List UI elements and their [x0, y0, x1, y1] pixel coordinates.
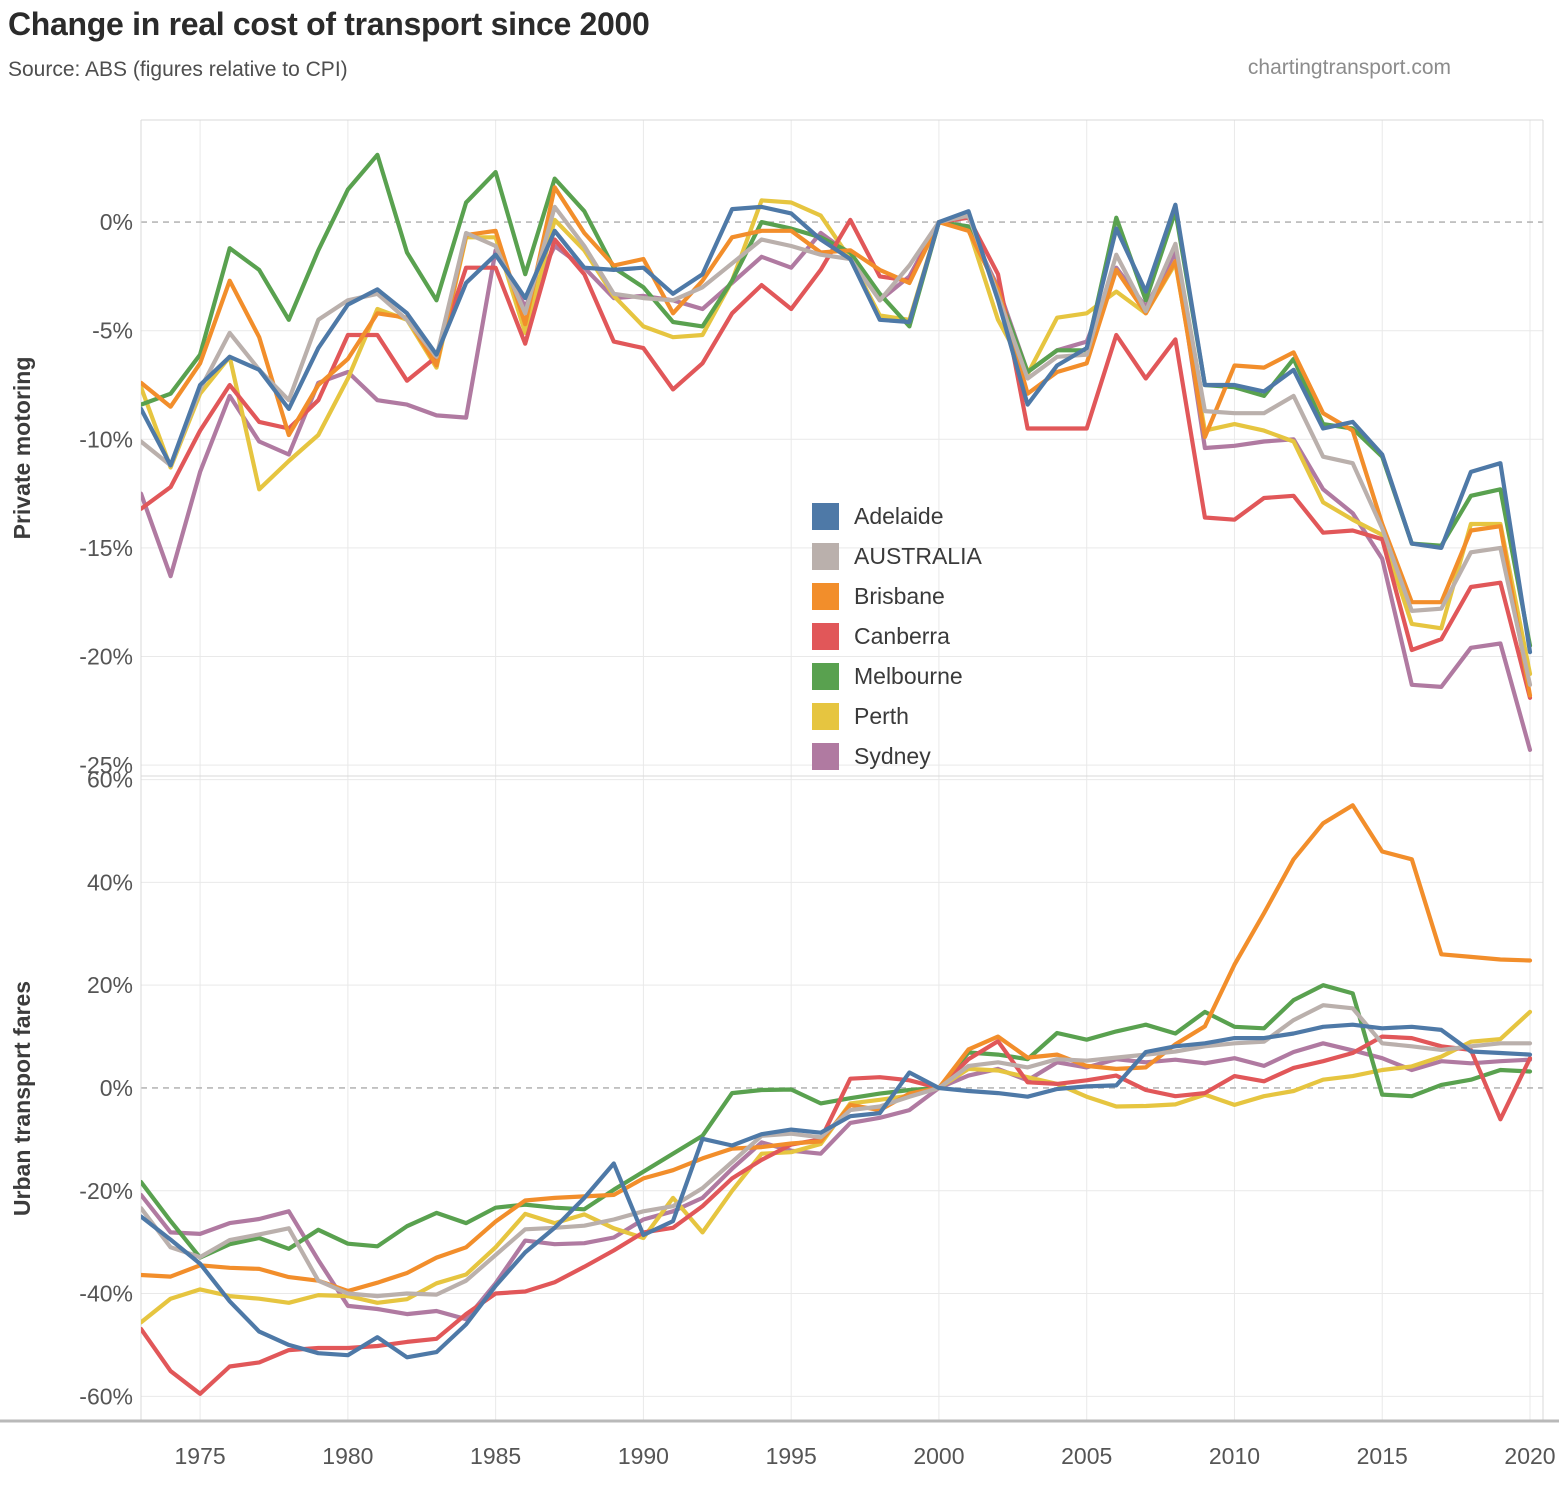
y-tick-label: -10% — [79, 426, 133, 452]
legend-swatch-perth — [812, 702, 839, 730]
y-tick-label: 60% — [87, 767, 133, 793]
y-tick-label: -20% — [79, 1178, 133, 1204]
panel-ylabel-urban-transport-fares: Urban transport fares — [9, 981, 35, 1216]
legend-swatch-melbourne — [812, 662, 839, 690]
series-line-adelaide-private-motoring[interactable] — [141, 202, 1533, 655]
legend-item-melbourne[interactable]: Melbourne — [812, 656, 982, 696]
series-line-australia-urban-transport-fares[interactable] — [141, 1003, 1533, 1299]
x-tick-label-1975: 1975 — [175, 1443, 226, 1469]
panel-ylabel-private-motoring: Private motoring — [9, 357, 35, 540]
legend-swatch-brisbane — [812, 582, 839, 610]
y-tick-label: -20% — [79, 644, 133, 670]
legend-label: Sydney — [854, 742, 931, 769]
source-subtitle: Source: ABS (figures relative to CPI) — [8, 58, 348, 81]
y-tick-label: 40% — [87, 869, 133, 895]
legend-item-brisbane[interactable]: Brisbane — [812, 576, 982, 616]
series-line-brisbane-urban-transport-fares[interactable] — [141, 803, 1533, 1294]
y-tick-label: -15% — [79, 535, 133, 561]
legend-item-canberra[interactable]: Canberra — [812, 616, 982, 656]
y-tick-label: -25% — [79, 752, 133, 778]
legend-label: AUSTRALIA — [854, 542, 982, 569]
legend-label: Canberra — [854, 622, 950, 649]
series-line-perth-urban-transport-fares[interactable] — [141, 1009, 1533, 1325]
y-tick-label: 0% — [100, 1075, 133, 1101]
x-tick-label-2020: 2020 — [1504, 1443, 1555, 1469]
x-tick-label-1985: 1985 — [470, 1443, 521, 1469]
series-line-sydney-urban-transport-fares[interactable] — [141, 1041, 1533, 1322]
x-tick-label-1990: 1990 — [618, 1443, 669, 1469]
legend-label: Adelaide — [854, 502, 944, 529]
legend-item-adelaide[interactable]: Adelaide — [812, 496, 982, 536]
y-tick-label: 20% — [87, 972, 133, 998]
legend-swatch-australia — [812, 542, 839, 570]
series-line-melbourne-urban-transport-fares[interactable] — [141, 983, 1533, 1260]
x-tick-label-2000: 2000 — [913, 1443, 964, 1469]
watermark: chartingtransport.com — [1247, 56, 1451, 79]
y-tick-label: -60% — [79, 1383, 133, 1409]
page-title: Change in real cost of transport since 2… — [8, 6, 650, 42]
legend-swatch-sydney — [812, 742, 839, 770]
series-line-canberra-private-motoring[interactable] — [141, 215, 1533, 700]
y-tick-label: 0% — [100, 209, 133, 235]
y-tick-label: -5% — [92, 318, 133, 344]
y-tick-label: -40% — [79, 1281, 133, 1307]
series-line-canberra-urban-transport-fares[interactable] — [141, 1034, 1533, 1396]
x-tick-label-2015: 2015 — [1357, 1443, 1408, 1469]
legend-item-perth[interactable]: Perth — [812, 696, 982, 736]
legend-item-australia[interactable]: AUSTRALIA — [812, 536, 982, 576]
legend: Adelaide AUSTRALIA Brisbane Canberra Melbour… — [812, 496, 982, 776]
x-tick-label-2005: 2005 — [1061, 1443, 1112, 1469]
legend-label: Brisbane — [854, 582, 945, 609]
series-line-adelaide-urban-transport-fares[interactable] — [141, 1022, 1533, 1360]
legend-item-sydney[interactable]: Sydney — [812, 736, 982, 776]
x-tick-label-1980: 1980 — [322, 1443, 373, 1469]
x-tick-label-1995: 1995 — [766, 1443, 817, 1469]
legend-swatch-canberra — [812, 622, 839, 650]
legend-label: Melbourne — [854, 662, 963, 689]
legend-label: Perth — [854, 702, 909, 729]
x-tick-label-2010: 2010 — [1209, 1443, 1260, 1469]
legend-swatch-adelaide — [812, 502, 839, 530]
series-line-australia-private-motoring[interactable] — [141, 204, 1533, 687]
